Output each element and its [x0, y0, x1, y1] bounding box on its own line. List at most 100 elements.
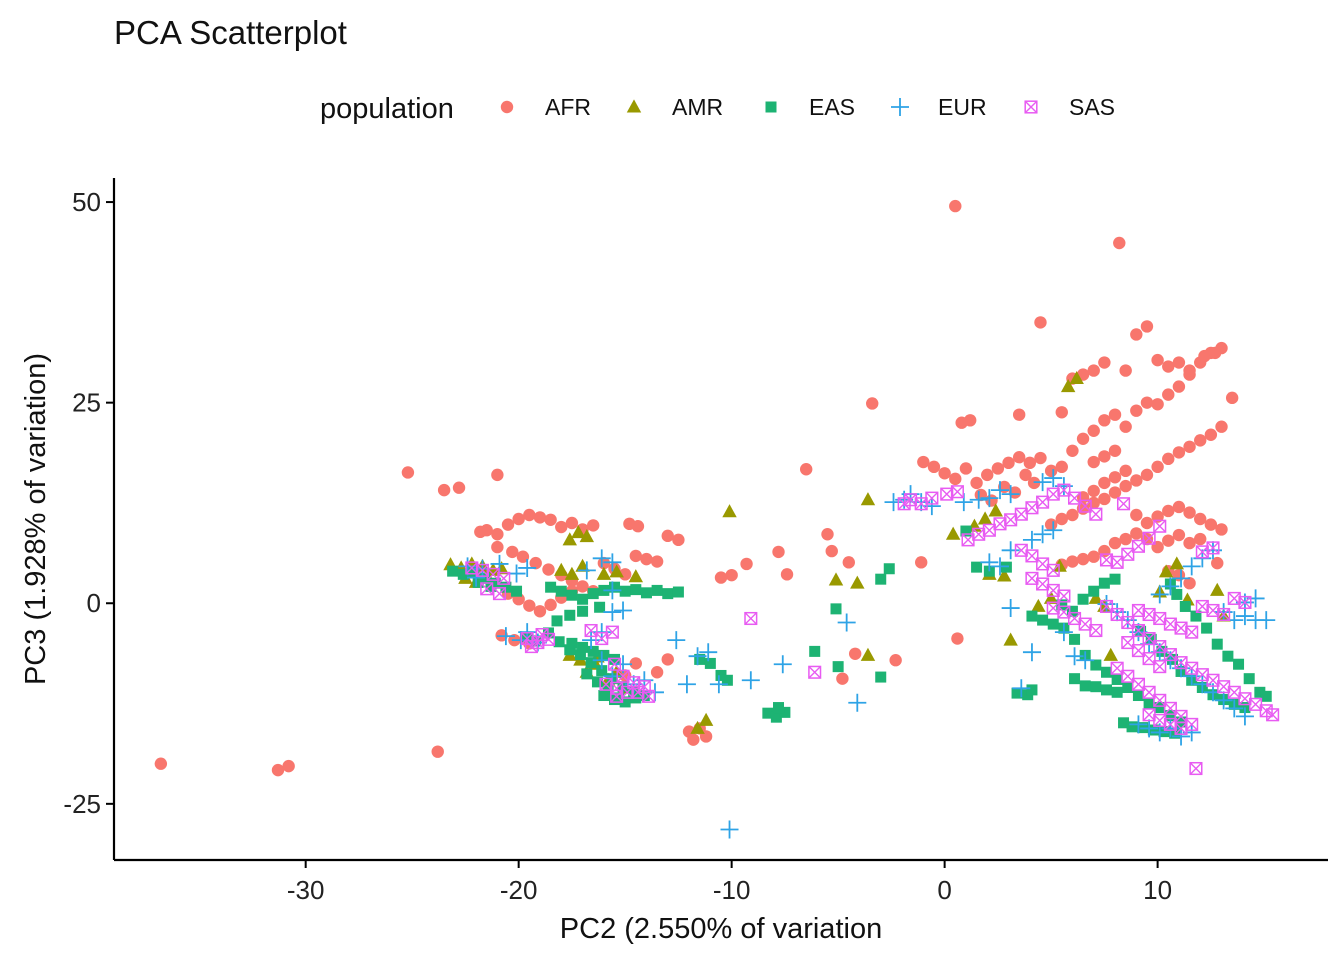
point-eur: [1257, 611, 1276, 630]
point-sas: [1057, 483, 1071, 497]
point-sas: [1068, 491, 1082, 505]
point-afr: [799, 463, 813, 476]
legend-title: population: [320, 93, 454, 125]
point-afr: [661, 653, 674, 666]
point-afr: [1130, 474, 1143, 487]
point-eur: [1129, 715, 1148, 734]
point-afr: [512, 512, 525, 526]
point-eas: [587, 588, 599, 600]
point-eas: [651, 584, 663, 596]
y-ticks: 50 25 0 -25: [63, 187, 114, 819]
point-amr: [628, 569, 644, 583]
point-afr: [1130, 508, 1143, 522]
point-sas: [1185, 625, 1199, 639]
point-eur: [688, 647, 707, 666]
point-eas: [555, 585, 567, 597]
legend-key-eas: [765, 101, 777, 113]
point-eur: [507, 564, 526, 583]
point-afr: [431, 745, 444, 758]
point-afr: [672, 533, 685, 547]
point-eas: [1100, 666, 1112, 678]
point-eur: [614, 601, 633, 620]
legend-key-amr: [626, 99, 642, 113]
point-afr: [1087, 484, 1100, 498]
point-eas: [721, 674, 733, 686]
point-afr: [1108, 536, 1122, 550]
point-amr: [1003, 632, 1018, 646]
point-eas: [832, 661, 844, 673]
point-afr: [1119, 532, 1132, 546]
point-sas: [993, 517, 1007, 531]
point-eas: [577, 641, 589, 653]
point-amr: [1088, 590, 1104, 604]
point-eas: [468, 566, 480, 578]
point-afr: [1119, 420, 1132, 433]
point-eas: [1164, 710, 1176, 722]
legend-label: EUR: [938, 94, 987, 120]
point-sas: [1206, 603, 1220, 618]
point-afr: [1012, 451, 1026, 464]
point-eur: [667, 631, 686, 650]
point-sas: [1121, 636, 1135, 650]
point-eur: [1001, 599, 1020, 618]
point-afr: [650, 666, 664, 679]
point-sas: [1099, 553, 1114, 567]
point-sas: [1174, 621, 1188, 635]
y-tick-label: -25: [63, 789, 101, 819]
point-afr: [154, 757, 168, 770]
point-afr: [889, 654, 902, 667]
point-eur: [1001, 485, 1020, 504]
point-afr: [1183, 536, 1196, 550]
point-afr: [866, 397, 879, 410]
point-eas: [1154, 702, 1166, 714]
point-sas: [1025, 549, 1039, 563]
x-tick-label: 10: [1143, 875, 1172, 905]
point-eas: [1211, 638, 1223, 650]
point-eas: [485, 580, 497, 592]
point-afr: [1183, 364, 1196, 377]
point-afr: [544, 513, 557, 527]
point-sas: [1189, 761, 1203, 776]
point-afr: [1119, 479, 1132, 493]
point-eur: [991, 481, 1010, 500]
point-sas: [1153, 640, 1167, 654]
point-afr: [1076, 432, 1090, 445]
point-afr: [1215, 420, 1228, 433]
point-amr: [1103, 647, 1118, 661]
point-eas: [694, 653, 706, 665]
point-eur: [1044, 521, 1063, 540]
point-sas: [605, 625, 619, 639]
x-axis-title: PC2 (2.550% of variation: [560, 913, 882, 945]
point-eur: [1022, 643, 1041, 662]
point-afr: [271, 763, 285, 777]
x-tick-label: 0: [937, 875, 951, 905]
point-amr: [977, 511, 993, 525]
point-eas: [704, 657, 716, 669]
y-tick-label: 0: [87, 588, 101, 618]
point-amr: [609, 564, 624, 578]
point-eas: [619, 696, 631, 708]
point-eur: [837, 613, 856, 632]
point-eur: [720, 820, 739, 839]
legend-label: AFR: [545, 94, 591, 120]
point-sas: [1227, 591, 1241, 605]
point-eas: [598, 690, 610, 702]
point-afr: [1151, 460, 1164, 474]
legend-item-amr: AMR: [626, 94, 723, 120]
point-afr: [1098, 492, 1111, 506]
point-eur: [969, 490, 988, 509]
point-eur: [848, 693, 867, 712]
point-eur: [1065, 647, 1084, 666]
point-sas: [1036, 495, 1050, 509]
point-eas: [875, 671, 887, 683]
point-sas: [1089, 623, 1103, 638]
point-eas: [577, 605, 589, 617]
point-amr: [1060, 379, 1076, 393]
point-afr: [1087, 550, 1100, 563]
point-afr: [1076, 552, 1090, 566]
series-sas: [465, 483, 1280, 776]
point-afr: [501, 518, 515, 531]
point-eas: [1066, 605, 1078, 617]
point-afr: [587, 519, 600, 532]
point-afr: [1119, 464, 1132, 478]
